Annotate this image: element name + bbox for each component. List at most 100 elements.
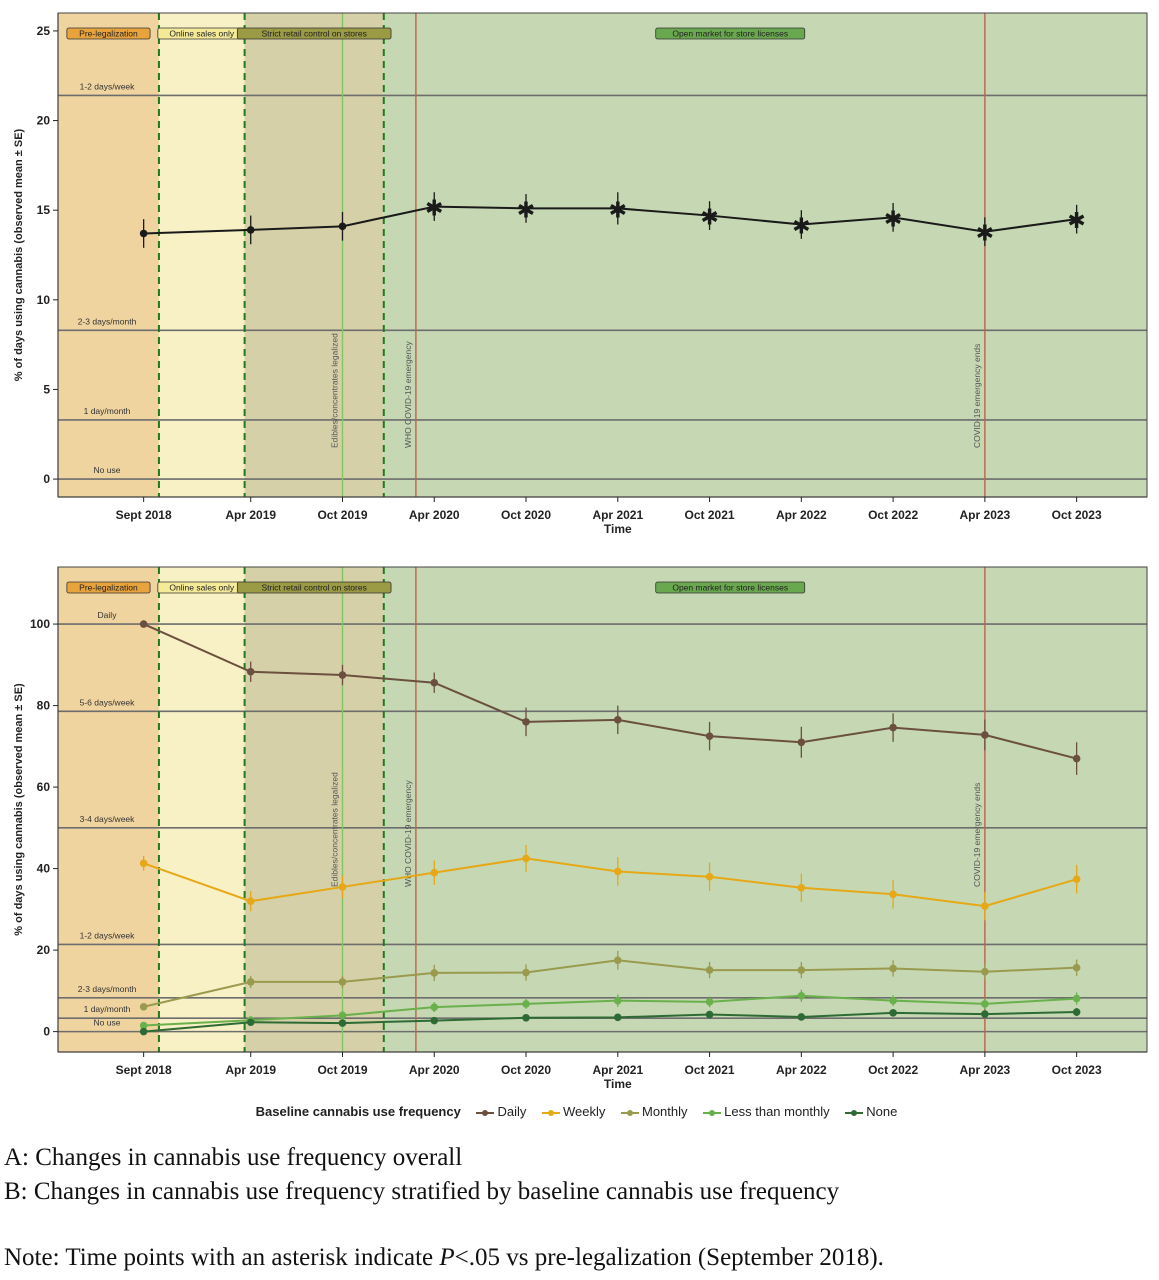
- panel-b-point-daily-8: [889, 723, 897, 732]
- panel-b-event-label-who-covid-19-emergency: WHO COVID-19 emergency: [403, 780, 413, 887]
- panel-a-y-tick-label-0: 0: [43, 472, 50, 486]
- panel-a-point-overall-1: [246, 226, 255, 234]
- panel-b-point-monthly-8: [889, 964, 897, 973]
- legend-label-weekly: Weekly: [562, 1104, 606, 1119]
- panel-b-point-weekly-10: [1072, 875, 1081, 883]
- legend-item-daily: Daily: [476, 1104, 526, 1119]
- panel-a-point-overall-4: ✱: [517, 198, 535, 223]
- panel-b-point-less-than-monthly-9: [981, 1000, 989, 1008]
- panel-b-point-none-4: [522, 1013, 530, 1022]
- panel-b-region-online-sales-only: [158, 567, 245, 1052]
- panel-b-point-monthly-5: [613, 956, 622, 965]
- panel-b-refline-label-2-3-days-month: 2-3 days/month: [78, 984, 137, 994]
- legend-key-none: [845, 1107, 864, 1119]
- panel-b-series-daily: [139, 620, 1081, 775]
- panel-a-region-strict-retail-control-on-stores: [244, 13, 384, 497]
- panel-a-series-overall: ✱ ✱ ✱ ✱ ✱ ✱ ✱ ✱: [139, 192, 1086, 248]
- legend-item-less-than-monthly: Less than monthly: [703, 1104, 830, 1119]
- panel-b-point-weekly-9: [981, 902, 989, 910]
- panel-b-badge-label-open-market-for-store-licenses: Open market for store licenses: [672, 583, 788, 593]
- panel-b-x-tick-label-apr-2022: Apr 2022: [776, 1063, 827, 1077]
- panel-a-y-tick-label-20: 20: [37, 114, 51, 128]
- panel-a-x-tick-label-apr-2019: Apr 2019: [225, 508, 276, 522]
- panel-b-point-monthly-7: [797, 966, 806, 974]
- panel-a-x-tick-label-oct-2021: Oct 2021: [685, 508, 735, 522]
- panel-b-y-tick-label-100: 100: [30, 617, 50, 631]
- panel-a-refline-label-1-2-days-week: 1-2 days/week: [80, 81, 136, 91]
- panel-b-point-daily-5: [613, 716, 622, 724]
- panel-b-point-none-8: [889, 1009, 897, 1017]
- panel-b-badge-pre-legalization: [66, 581, 151, 594]
- panel-b-point-none-2: [338, 1019, 347, 1027]
- panel-a-badge-label-pre-legalization: Pre-legalization: [79, 29, 138, 39]
- panel-b-plot-border: [57, 566, 1148, 1053]
- panel-a-badge-strict-retail-control-on-stores: [236, 27, 392, 40]
- legend-item-none: None: [845, 1104, 897, 1119]
- panel-a-badge-label-open-market-for-store-licenses: Open market for store licenses: [672, 29, 788, 39]
- panel-b-x-tick-label-oct-2021: Oct 2021: [685, 1063, 735, 1077]
- panel-b-region-pre-legalization: [58, 567, 159, 1052]
- panel-a-event-label-covid-19-emergency-ends: COVID-19 emergency ends: [972, 344, 982, 448]
- panel-b-badge-label-online-sales-only: Online sales only: [169, 583, 234, 593]
- panel-a-x-tick-label-oct-2023: Oct 2023: [1052, 508, 1102, 522]
- panel-a-y-axis-title: % of days using cannabis (observed mean …: [13, 128, 25, 381]
- panel-a-point-overall-7: ✱: [792, 215, 810, 240]
- panel-b-point-none-7: [797, 1013, 806, 1021]
- panel-b-x-tick-label-oct-2020: Oct 2020: [501, 1063, 551, 1077]
- panel-b-y-tick-label-80: 80: [37, 699, 51, 713]
- panel-a-refline-label-no-use: No use: [94, 465, 121, 475]
- caption-b: B: Changes in cannabis use frequency str…: [4, 1178, 840, 1205]
- panel-b-region-open-market-for-store-licenses: [383, 567, 1147, 1052]
- panel-b-point-monthly-1: [246, 978, 255, 986]
- panel-a-x-tick-label-apr-2023: Apr 2023: [960, 508, 1011, 522]
- panel-b-badge-label-pre-legalization: Pre-legalization: [79, 583, 138, 593]
- panel-a-x-tick-label-apr-2020: Apr 2020: [409, 508, 460, 522]
- panel-a-region-pre-legalization: [58, 13, 159, 497]
- legend-label-daily: Daily: [497, 1104, 527, 1119]
- panel-b-point-daily-10: [1072, 754, 1081, 763]
- note-text-pre: Note: Time points with an asterisk indic…: [4, 1244, 440, 1271]
- legend-item-weekly: Weekly: [541, 1104, 606, 1119]
- panel-a-y-tick-label-10: 10: [37, 293, 51, 307]
- panel-b-point-monthly-4: [522, 968, 530, 977]
- panel-b-point-weekly-4: [522, 854, 530, 863]
- legend-key-daily: [476, 1107, 495, 1119]
- panel-a-point-overall-3: ✱: [425, 197, 443, 222]
- panel-b-point-weekly-1: [246, 897, 255, 906]
- panel-b-point-daily-7: [797, 738, 806, 747]
- panel-b-refline-label-1-day-month: 1 day/month: [84, 1004, 131, 1014]
- panel-a-y-tick-label-15: 15: [37, 203, 51, 217]
- panel-a-region-online-sales-only: [158, 13, 245, 497]
- panel-a-x-tick-label-oct-2020: Oct 2020: [501, 508, 551, 522]
- panel-b-point-less-than-monthly-5: [613, 996, 622, 1005]
- panel-b-x-tick-label-oct-2023: Oct 2023: [1052, 1063, 1102, 1077]
- panel-b-point-less-than-monthly-8: [889, 996, 897, 1005]
- legend: Baseline cannabis use frequency Daily We…: [0, 1104, 1159, 1119]
- panel-a-badge-pre-legalization: [66, 27, 151, 40]
- panel-b-point-none-6: [705, 1010, 714, 1019]
- panel-b-point-weekly-2: [338, 883, 347, 891]
- panel-b-y-tick-label-60: 60: [37, 780, 51, 794]
- panel-a-point-overall-0: [139, 229, 148, 238]
- panel-b-point-weekly-3: [430, 868, 439, 877]
- panel-a-x-tick-label-apr-2022: Apr 2022: [776, 508, 827, 522]
- panel-b-point-monthly-6: [705, 966, 714, 974]
- panel-b-point-none-5: [613, 1013, 622, 1022]
- panel-b-point-less-than-monthly-4: [522, 1000, 530, 1008]
- panel-b-point-monthly-3: [430, 969, 439, 977]
- panel-a-point-overall-6: ✱: [700, 206, 718, 231]
- panel-b-region-strict-retail-control-on-stores: [244, 567, 384, 1052]
- legend-key-weekly: [541, 1107, 560, 1119]
- panel-b-series-monthly: [139, 950, 1081, 1011]
- legend-key-monthly: [621, 1107, 639, 1119]
- panel-a-point-overall-9: ✱: [976, 222, 994, 247]
- panel-b-group: Daily 5-6 days/week 3-4 days/week 1-2 days/…: [13, 566, 1148, 1091]
- panel-b-point-daily-3: [430, 678, 439, 687]
- panel-b-refline-label-3-4-days-week: 3-4 days/week: [80, 814, 136, 824]
- panel-b-point-none-10: [1072, 1008, 1081, 1016]
- panel-b-series-weekly: [139, 844, 1081, 921]
- panel-b-series-none: [139, 1007, 1081, 1036]
- panel-b-point-less-than-monthly-3: [430, 1003, 439, 1011]
- panel-a-event-label-who-covid-19-emergency: WHO COVID-19 emergency: [403, 341, 413, 448]
- panel-b-y-tick-label-0: 0: [43, 1025, 50, 1039]
